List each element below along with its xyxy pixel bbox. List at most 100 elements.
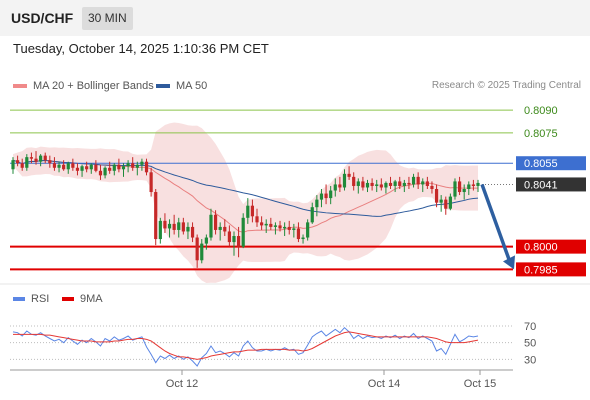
- candle-body: [167, 223, 172, 229]
- candle-body: [416, 176, 420, 185]
- timeframe-button[interactable]: 30 MIN: [82, 7, 133, 30]
- candle-body: [434, 189, 439, 203]
- candle-body: [213, 214, 218, 230]
- candle-body: [398, 181, 402, 186]
- candle-body: [388, 182, 393, 186]
- candle-body: [39, 155, 43, 162]
- level-label-5: 0.7985: [524, 264, 558, 276]
- candle-body: [195, 237, 199, 261]
- candle-body: [16, 160, 20, 164]
- candle-body: [177, 222, 181, 230]
- candle-body: [283, 226, 287, 229]
- candle-body: [126, 163, 130, 167]
- candle-body: [457, 181, 462, 193]
- candle-body: [181, 222, 185, 232]
- level-tag-2: [516, 156, 586, 171]
- candle-body: [121, 166, 126, 170]
- rsi-legend-label: RSI: [31, 293, 50, 305]
- candle-body: [430, 185, 434, 189]
- candle-body: [467, 184, 471, 189]
- level-label-1: 0.8075: [524, 128, 558, 140]
- candle-body: [48, 160, 52, 164]
- candle-body: [338, 184, 342, 188]
- candle-body: [273, 225, 278, 227]
- candle-body: [241, 217, 245, 247]
- candle-body: [352, 176, 356, 186]
- candle-body: [209, 214, 213, 238]
- candle-body: [80, 166, 84, 171]
- forecast-arrow-head: [503, 255, 515, 270]
- candle-body: [384, 182, 388, 188]
- candle-body: [66, 163, 70, 170]
- candle-body: [11, 160, 15, 170]
- candle-body: [218, 226, 222, 230]
- candle-body: [89, 164, 93, 170]
- candle-body: [149, 172, 153, 193]
- candle-body: [255, 216, 259, 223]
- candle-body: [75, 167, 80, 171]
- candle-body: [190, 226, 195, 238]
- rsi-tick-0: 70: [524, 321, 536, 333]
- candle-body: [306, 222, 310, 238]
- candle-body: [287, 226, 291, 230]
- candle-body: [131, 163, 135, 168]
- x-tick-label-1: Oct 14: [368, 378, 400, 390]
- rsi-ma-swatch: [62, 297, 74, 301]
- rsi-ma-line: [13, 331, 479, 360]
- candle-body: [333, 184, 337, 191]
- candle-body: [319, 193, 324, 200]
- candle-body: [223, 226, 227, 232]
- x-tick-label-2: Oct 15: [464, 378, 496, 390]
- symbol-title: USD/CHF: [11, 10, 74, 26]
- candle-body: [112, 164, 116, 171]
- level-tag-4: [516, 239, 586, 254]
- candle-body: [462, 189, 466, 193]
- candle-body: [260, 222, 264, 226]
- candle-body: [310, 207, 314, 223]
- candle-body: [29, 157, 34, 159]
- rsi-swatch: [13, 297, 25, 301]
- ma50-line: [12, 159, 479, 217]
- level-tag-3: [516, 177, 586, 192]
- candle-body: [361, 181, 365, 188]
- candle-body: [471, 184, 475, 186]
- candle-body: [411, 176, 416, 185]
- level-label-4: 0.8000: [524, 242, 558, 254]
- level-tag-5: [516, 262, 586, 277]
- candle-body: [232, 236, 236, 243]
- chart-datetime: Tuesday, October 14, 2025 1:10:36 PM CET: [13, 41, 269, 56]
- candle-body: [200, 243, 204, 261]
- candle-body: [135, 164, 139, 168]
- level-label-2: 0.8055: [524, 158, 558, 170]
- candle-body: [292, 228, 296, 230]
- candle-body: [425, 181, 429, 186]
- candle-body: [98, 170, 103, 176]
- candle-body: [204, 237, 208, 244]
- candle-body: [444, 199, 448, 209]
- candle-body: [108, 167, 112, 171]
- candle-body: [34, 158, 38, 162]
- candle-body: [154, 192, 158, 240]
- legend-rsi: RSI: [13, 293, 49, 305]
- candle-body: [315, 199, 319, 208]
- candle-body: [94, 164, 98, 171]
- candle-body: [25, 157, 29, 168]
- candle-body: [365, 182, 370, 188]
- candle-body: [402, 182, 406, 186]
- forecast-arrow-shaft: [480, 183, 511, 260]
- ma20-swatch: [13, 84, 27, 88]
- legend-ma50: MA 50: [156, 80, 207, 92]
- legend-ma20: MA 20 + Bollinger Bands: [13, 80, 154, 92]
- candle-body: [448, 196, 452, 209]
- candle-body: [227, 231, 231, 243]
- x-tick-label-0: Oct 12: [166, 378, 198, 390]
- candle-body: [269, 223, 273, 227]
- legend-rsi-ma: 9MA: [62, 293, 103, 305]
- candle-body: [140, 161, 144, 165]
- candle-body: [356, 181, 360, 186]
- candle-body: [296, 228, 301, 240]
- candle-body: [250, 205, 255, 217]
- candle-body: [85, 166, 89, 170]
- candle-body: [375, 184, 379, 186]
